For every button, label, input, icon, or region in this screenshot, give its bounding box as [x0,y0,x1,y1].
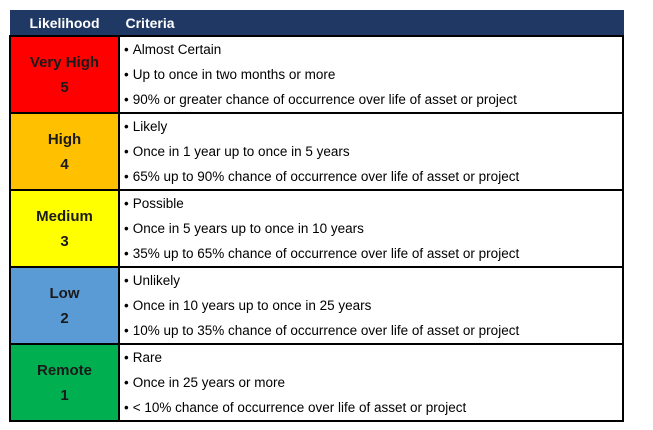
bullet-icon: • [124,196,129,211]
criterion-text: Once in 5 years up to once in 10 years [132,221,364,236]
header-criteria: Criteria [118,10,624,37]
likelihood-level-name: Remote [36,361,92,379]
criterion-item: • Likely [120,114,622,139]
criteria-cell: • Unlikely • Once in 10 years up to once in… [118,266,624,345]
likelihood-score: 5 [60,78,69,96]
criteria-cell: • Possible • Once in 5 years up to once in … [118,189,624,268]
bullet-icon: • [124,246,129,261]
table-row: High 4 • Likely • Once in 1 year up to once i… [9,112,624,191]
criterion-item: • Rare [120,345,622,370]
criterion-text: Once in 25 years or more [132,375,286,390]
bullet-icon: • [124,119,129,134]
criterion-text: Almost Certain [132,42,222,57]
criterion-item: • Once in 10 years up to once in 25 years [120,293,622,318]
likelihood-score: 2 [60,309,69,327]
criterion-item: • 90% or greater chance of occurrence ove… [120,87,622,112]
bullet-icon: • [124,323,129,338]
criterion-item: • Once in 25 years or more [120,370,622,395]
likelihood-level-name: High [47,130,82,148]
table-row: Medium 3 • Possible • Once in 5 years up to o… [9,189,624,268]
criterion-item: • Once in 5 years up to once in 10 years [120,216,622,241]
likelihood-level-name: Medium [36,207,93,225]
criterion-text: < 10% chance of occurrence over life of … [132,400,467,415]
likelihood-score: 4 [60,155,69,173]
bullet-icon: • [124,350,129,365]
likelihood-criteria-table: Likelihood Criteria Very High 5 • Almost Ce… [9,10,624,422]
bullet-icon: • [124,67,129,82]
criterion-item: • 10% up to 35% chance of occurrence over… [120,318,622,343]
bullet-icon: • [124,400,129,415]
likelihood-level-cell: Medium 3 [9,189,120,268]
criterion-text: 90% or greater chance of occurrence over… [132,92,517,107]
bullet-icon: • [124,273,129,288]
criterion-item: • Almost Certain [120,37,622,62]
criterion-text: Once in 10 years up to once in 25 years [132,298,372,313]
criterion-item: • Once in 1 year up to once in 5 years [120,139,622,164]
criterion-item: • 65% up to 90% chance of occurrence over… [120,164,622,189]
table-header-row: Likelihood Criteria [9,10,624,37]
likelihood-level-cell: High 4 [9,112,120,191]
bullet-icon: • [124,144,129,159]
criterion-text: Unlikely [132,273,180,288]
likelihood-level-name: Very High [29,53,100,71]
bullet-icon: • [124,221,129,236]
table-row: Very High 5 • Almost Certain • Up to once in … [9,35,624,114]
likelihood-level-name: Low [49,284,80,302]
criterion-text: Up to once in two months or more [132,67,336,82]
bullet-icon: • [124,298,129,313]
criterion-text: 35% up to 65% chance of occurrence over … [132,246,520,261]
bullet-icon: • [124,169,129,184]
criteria-cell: • Rare • Once in 25 years or more • < 10% cha… [118,343,624,422]
likelihood-level-cell: Remote 1 [9,343,120,422]
likelihood-level-cell: Very High 5 [9,35,120,114]
table-row: Remote 1 • Rare • Once in 25 years or more • < … [9,343,624,422]
bullet-icon: • [124,92,129,107]
criterion-text: Likely [132,119,168,134]
criterion-item: • Up to once in two months or more [120,62,622,87]
likelihood-score: 3 [60,232,69,250]
criterion-item: • Possible [120,191,622,216]
criterion-text: Possible [132,196,184,211]
criterion-item: • 35% up to 65% chance of occurrence over… [120,241,622,266]
criteria-cell: • Almost Certain • Up to once in two months… [118,35,624,114]
table-body: Very High 5 • Almost Certain • Up to once in … [9,35,624,422]
criterion-item: • < 10% chance of occurrence over life of… [120,395,622,420]
criterion-text: 65% up to 90% chance of occurrence over … [132,169,520,184]
criterion-text: Once in 1 year up to once in 5 years [132,144,350,159]
bullet-icon: • [124,375,129,390]
table-row: Low 2 • Unlikely • Once in 10 years up to onc… [9,266,624,345]
likelihood-level-cell: Low 2 [9,266,120,345]
header-likelihood: Likelihood [9,10,120,37]
criterion-text: Rare [132,350,162,365]
criterion-text: 10% up to 35% chance of occurrence over … [132,323,520,338]
bullet-icon: • [124,42,129,57]
criteria-cell: • Likely • Once in 1 year up to once in 5 y… [118,112,624,191]
likelihood-score: 1 [60,386,69,404]
criterion-item: • Unlikely [120,268,622,293]
